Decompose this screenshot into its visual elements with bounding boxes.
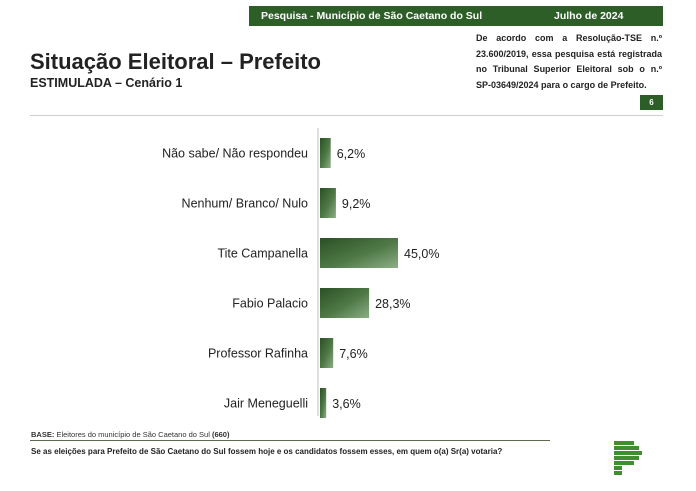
survey-name: Pesquisa - Município de São Caetano do S… [261,10,483,22]
data-label: 7,6% [339,347,368,361]
header-divider [30,115,663,116]
category-label: Não sabe/ Não respondeu [162,147,308,161]
page-number: 6 [640,95,663,110]
category-label: Tite Campanella [217,247,308,261]
category-label: Professor Rafinha [208,347,308,361]
data-label: 9,2% [342,197,371,211]
data-label: 6,2% [337,147,366,161]
legal-line: 23.600/2019, essa pesquisa está registra… [476,48,662,59]
bar [320,138,331,168]
legal-line: no Tribunal Superior Eleitoral sob o n.º [476,64,662,74]
base-count: (660) [211,430,230,439]
bar [320,388,327,418]
bar [320,288,370,318]
base-note: BASE: Eleitores do município de São Caet… [31,430,229,439]
bar [320,188,336,218]
category-label: Jair Meneguelli [224,397,308,411]
survey-question: Se as eleições para Prefeito de São Caet… [31,447,503,456]
bar-chart: Não sabe/ Não respondeu 6,2% Nenhum/ Branc… [162,128,439,418]
survey-date: Julho de 2024 [554,10,624,22]
data-label: 3,6% [332,397,361,411]
page-title: Situação Eleitoral – Prefeito [30,49,321,74]
bar [320,338,334,368]
data-label: 28,3% [375,297,410,311]
legal-note: De acordo com a Resolução-TSE n.º 23.600… [476,31,662,93]
base-label: BASE: [31,430,55,439]
bar [320,238,398,268]
legal-line: De acordo com a Resolução-TSE n.º [476,33,662,43]
header-bar: Pesquisa - Município de São Caetano do S… [249,6,663,26]
category-label: Nenhum/ Branco/ Nulo [182,197,309,211]
footer-divider [30,440,550,441]
page-subtitle: ESTIMULADA – Cenário 1 [30,76,183,90]
base-text: Eleitores do município de São Caetano do… [56,430,210,439]
legal-line: SP-03649/2024 para o cargo de Prefeito. [476,79,647,90]
institute-logo [614,441,642,475]
data-label: 45,0% [404,247,439,261]
category-label: Fabio Palacio [232,297,308,311]
